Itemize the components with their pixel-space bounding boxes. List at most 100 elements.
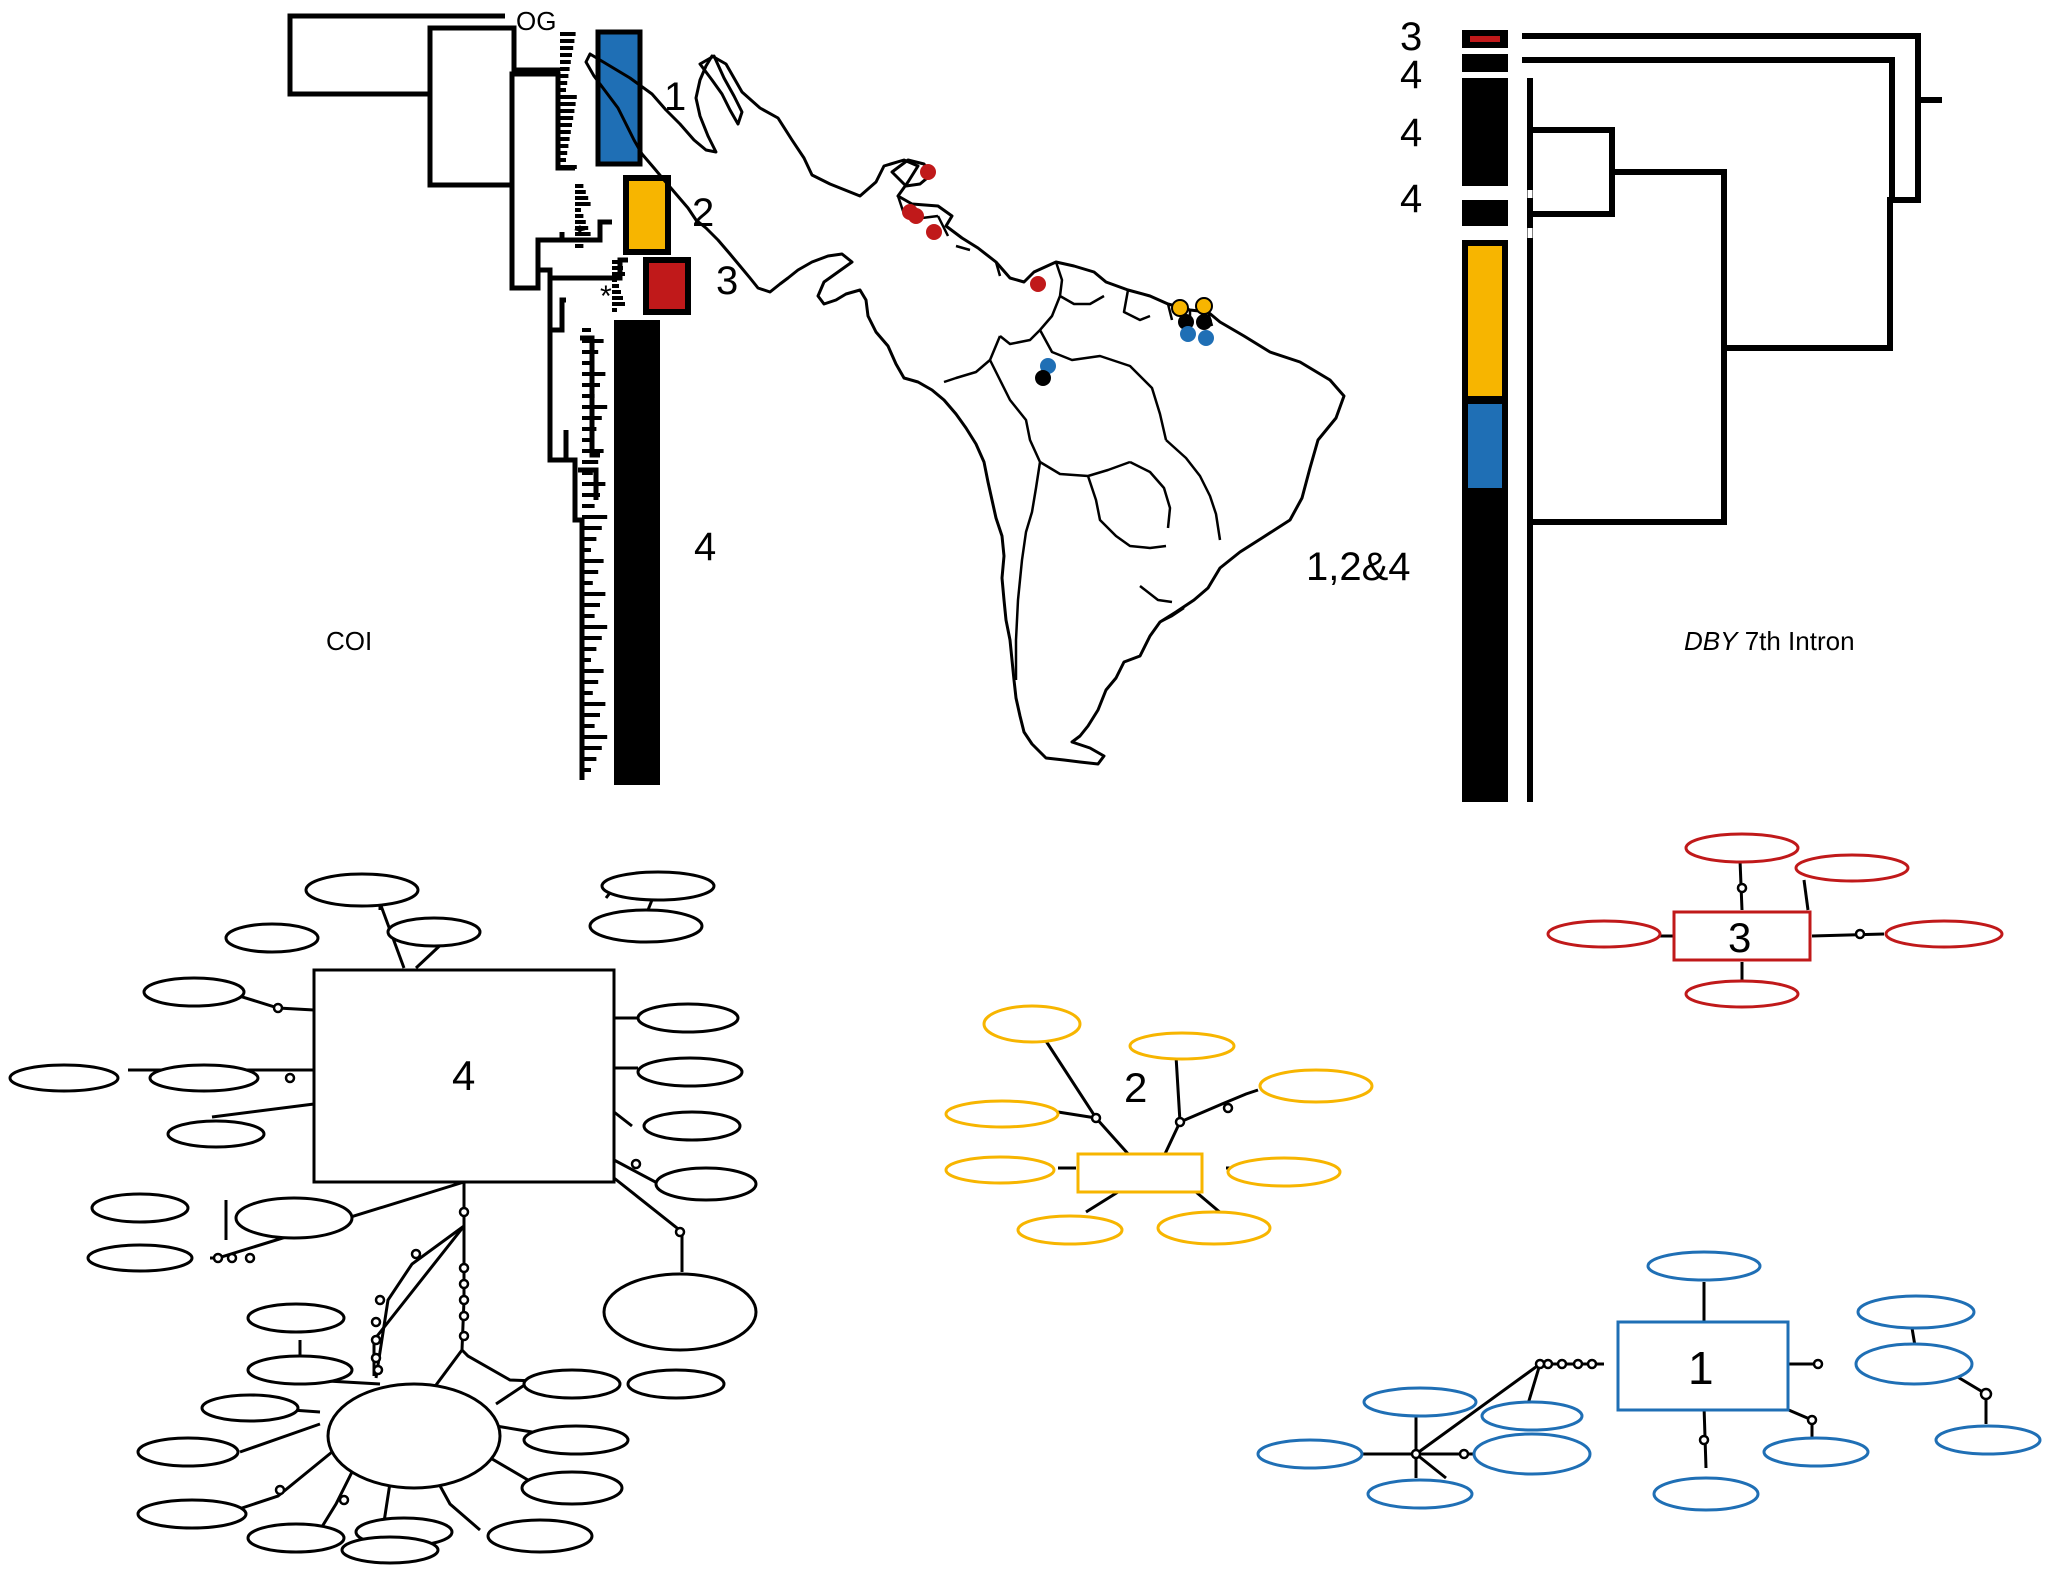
network-4-node [588, 908, 704, 944]
network-4-node [90, 1192, 190, 1224]
dby-tip-bar [1462, 78, 1508, 186]
network-2-label: 2 [1124, 1064, 1147, 1111]
map-site-clade-4 [1035, 370, 1051, 386]
network-1-node [1934, 1424, 2042, 1456]
network-4-node [520, 1470, 624, 1506]
dby-clade-2-segment [1468, 246, 1502, 396]
network-2-node [1258, 1068, 1374, 1104]
network-3-mutation-steps [1736, 882, 1866, 940]
coi-clade-1-bar [595, 29, 643, 167]
network-3-node [1684, 979, 1800, 1009]
coi-tree [287, 13, 628, 780]
network-4-node [642, 1110, 742, 1142]
map-site-clade-1 [1040, 358, 1056, 374]
network-4-node [246, 1522, 346, 1554]
map-site-clade-4 [1178, 314, 1194, 330]
network-4-node [8, 1063, 120, 1093]
coi-tree-tips [560, 32, 625, 772]
network-3-hub [1672, 910, 1812, 962]
network-2-node [1156, 1210, 1272, 1246]
network-4-node [234, 1196, 354, 1240]
coi-caption: COI [326, 626, 372, 656]
map-sample-sites [902, 164, 1214, 386]
haplotype-network-4: 4 [8, 870, 758, 1565]
network-1-mutation-steps [1410, 1358, 1993, 1460]
network-4-node [86, 1243, 194, 1273]
map-site-clade-3 [920, 164, 936, 180]
network-2-node [1016, 1214, 1124, 1246]
map-site-clade-1 [1198, 330, 1214, 346]
network-3-node [1884, 919, 2004, 949]
map-site-clade-4 [1196, 314, 1212, 330]
network-4-node [326, 1382, 502, 1490]
network-4-node [304, 872, 420, 908]
network-4-node [602, 1272, 758, 1352]
network-2-node [944, 1155, 1056, 1185]
dby-tip-bar [1470, 36, 1500, 42]
network-4-label: 4 [452, 1052, 475, 1099]
network-4-node [340, 1535, 440, 1565]
map-borders [896, 195, 1222, 680]
network-4-node [522, 1424, 630, 1456]
map-site-clade-3 [908, 208, 924, 224]
dby-tip-label: 4 [1400, 177, 1422, 221]
network-4-node [136, 1498, 248, 1530]
network-4-node [486, 1518, 594, 1554]
dby-tip-bar [1462, 54, 1508, 72]
dby-tip-label: 3 [1400, 15, 1422, 59]
dby-clade-1-segment [1468, 404, 1502, 488]
network-1-node [1366, 1478, 1474, 1510]
network-4-node [386, 916, 482, 948]
network-3-label: 3 [1728, 914, 1751, 961]
dby-tip-bar [1462, 200, 1508, 226]
map-site-clade-2 [1171, 299, 1189, 317]
map-outline [584, 52, 1346, 766]
coi-clade-3-label: 3 [716, 259, 738, 303]
network-1-label: 1 [1688, 1342, 1714, 1394]
map-site-clade-1 [1180, 326, 1196, 342]
network-1-node [1472, 1432, 1592, 1476]
network-3-node [1794, 853, 1910, 883]
coi-clade-2-bar [623, 175, 671, 255]
map-baja [698, 54, 744, 126]
network-4-node [224, 922, 320, 954]
haplotype-network-3: 3 [1546, 832, 2004, 1009]
network-4-node [600, 870, 716, 902]
coi-clade-4-bar [614, 320, 660, 785]
network-1-hub [1616, 1320, 1790, 1412]
network-4-node [246, 1354, 354, 1386]
network-4-node [246, 1302, 346, 1334]
network-1-node [1762, 1436, 1870, 1468]
network-4-mutation-steps [212, 1002, 686, 1506]
coi-clade-4-label: 4 [694, 525, 716, 569]
network-4-node [522, 1368, 622, 1400]
coi-support-mark: * [600, 280, 612, 313]
network-1-node [1652, 1476, 1760, 1512]
latin-america-map [584, 52, 1346, 766]
network-1-node [1854, 1342, 1974, 1386]
haplotype-network-1: 1 [1256, 1250, 2042, 1512]
network-4-node [626, 1368, 726, 1400]
network-2-node [982, 1004, 1082, 1044]
network-4-node [166, 1119, 266, 1149]
network-1-node [1646, 1250, 1762, 1282]
haplotype-network-2: 2 [944, 1004, 1374, 1246]
network-1-node [1856, 1294, 1976, 1330]
network-4-node [200, 1393, 300, 1423]
coi-support-mark: * [574, 220, 586, 253]
coi-clade-3-bar [643, 257, 691, 315]
network-1-node [1480, 1400, 1584, 1432]
coi-outgroup-label: OG [516, 6, 556, 36]
network-3-node [1684, 832, 1800, 864]
dby-tree [1462, 30, 1942, 802]
dby-caption-gene: DBY [1684, 626, 1739, 656]
network-2-node [1226, 1156, 1342, 1188]
dby-tip-label: 4 [1400, 111, 1422, 155]
network-1-node [1256, 1438, 1364, 1470]
dby-caption: DBY 7th Intron [1684, 626, 1855, 656]
map-overlap-label: 1,2&4 [1306, 545, 1411, 589]
network-2-hub [1076, 1152, 1204, 1194]
coi-clade-2-label: 2 [692, 191, 714, 235]
network-4-node [636, 1056, 744, 1088]
